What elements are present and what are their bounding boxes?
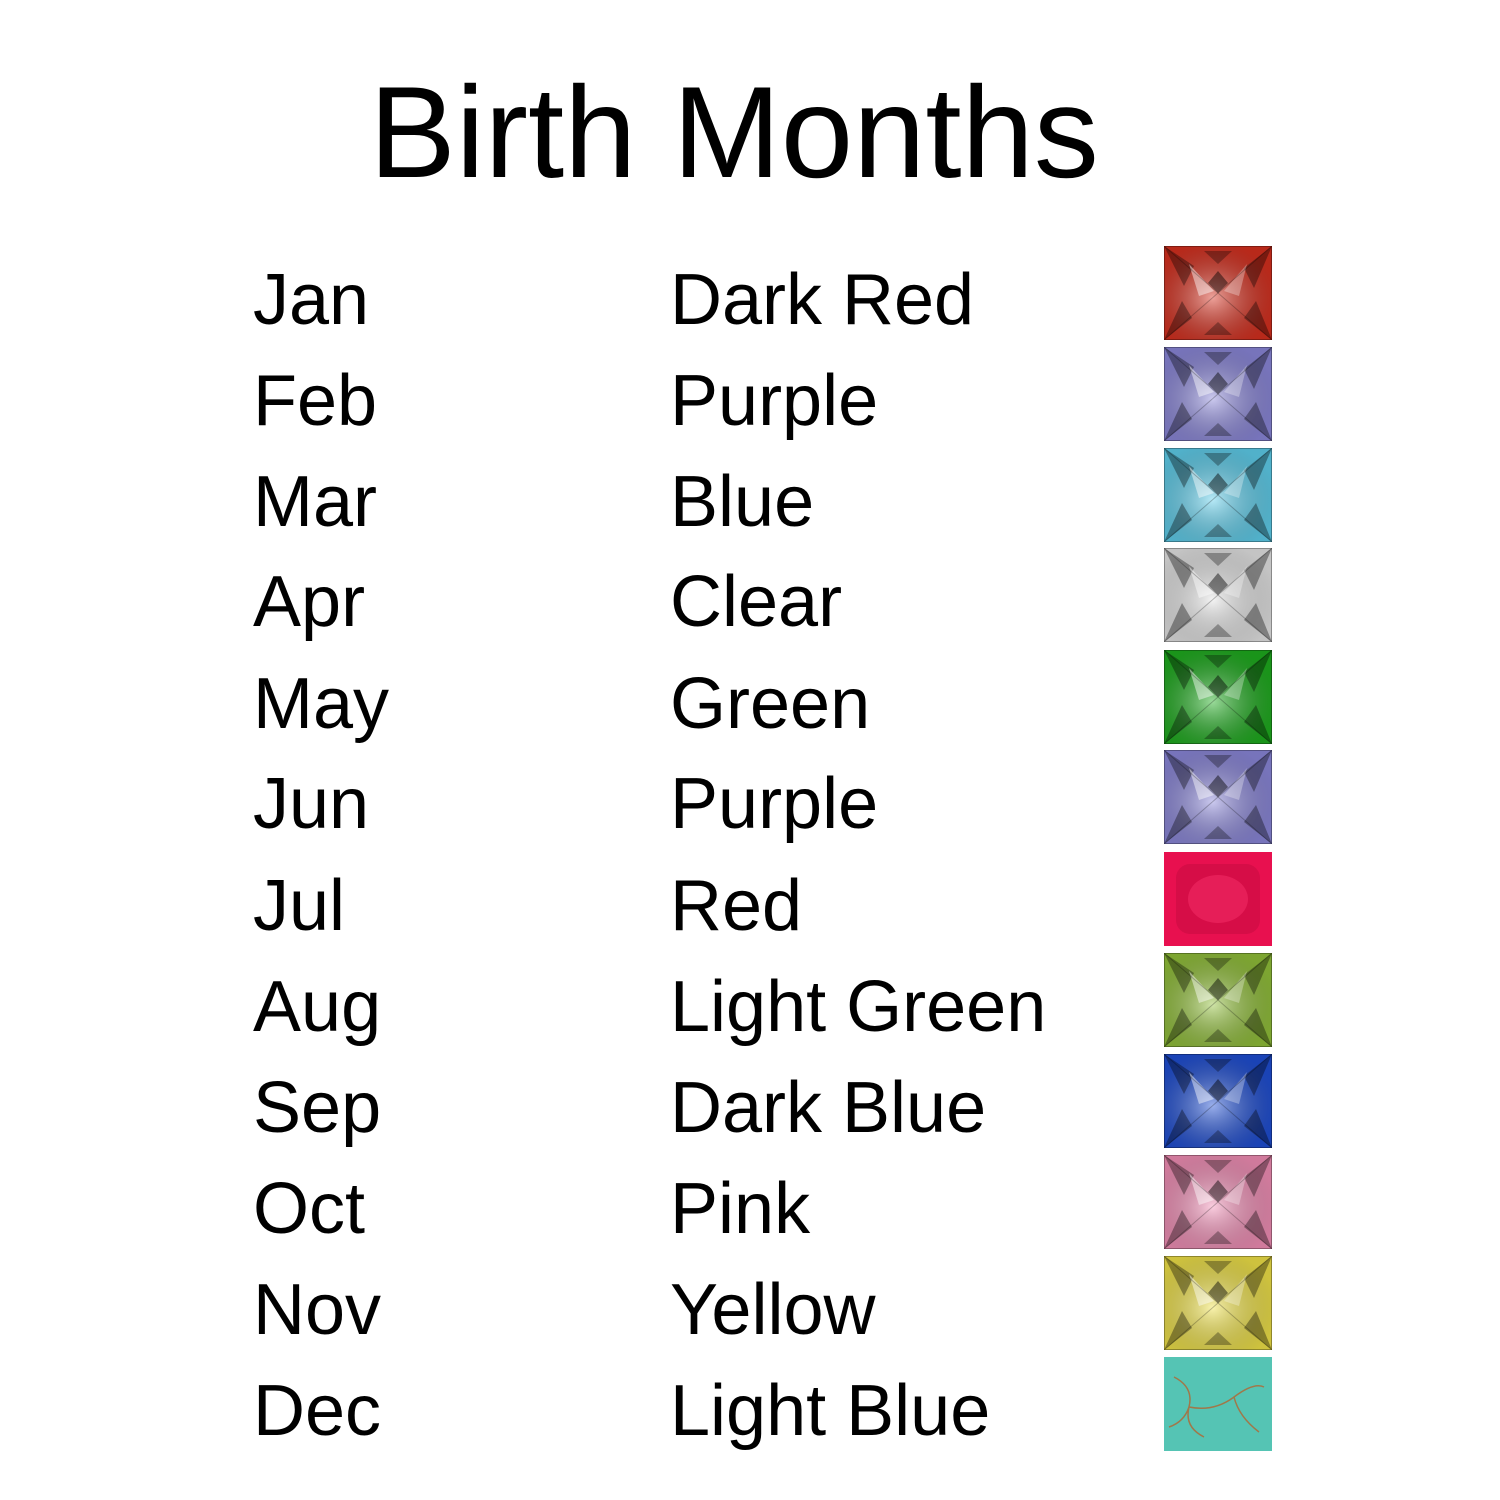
gemstone-image — [1164, 1054, 1272, 1148]
gemstone-image — [1164, 548, 1272, 642]
table-row: Jul Red — [0, 852, 1500, 952]
month-label: May — [253, 664, 390, 744]
month-label: Apr — [253, 562, 366, 642]
gemstone-image — [1164, 750, 1272, 844]
table-row: Jun Purple — [0, 750, 1500, 850]
color-label: Light Green — [670, 967, 1047, 1047]
color-label: Red — [670, 866, 803, 946]
color-label: Clear — [670, 562, 843, 642]
gemstone-image — [1164, 650, 1272, 744]
month-label: Oct — [253, 1169, 366, 1249]
month-label: Nov — [253, 1270, 382, 1350]
gemstone-image — [1164, 953, 1272, 1047]
page-title: Birth Months — [369, 59, 1099, 205]
table-row: Nov Yellow — [0, 1256, 1500, 1356]
month-label: Sep — [253, 1068, 382, 1148]
gemstone-swatch — [1164, 1155, 1272, 1249]
table-row: Jan Dark Red — [0, 246, 1500, 346]
table-row: May Green — [0, 650, 1500, 750]
color-label: Blue — [670, 462, 815, 542]
color-label: Purple — [670, 361, 879, 441]
gemstone-image — [1164, 1155, 1272, 1249]
color-label: Pink — [670, 1169, 811, 1249]
month-label: Jun — [253, 764, 370, 844]
gemstone-swatch — [1164, 1357, 1272, 1451]
gemstone-swatch — [1164, 246, 1272, 340]
color-label: Light Blue — [670, 1371, 991, 1451]
table-row: Apr Clear — [0, 548, 1500, 648]
gemstone-swatch — [1164, 852, 1272, 946]
gemstone-swatch — [1164, 1256, 1272, 1350]
gemstone-swatch — [1164, 1054, 1272, 1148]
gemstone-swatch — [1164, 650, 1272, 744]
gemstone-image — [1164, 246, 1272, 340]
month-label: Jul — [253, 866, 346, 946]
color-label: Dark Blue — [670, 1068, 987, 1148]
month-label: Mar — [253, 462, 377, 542]
gemstone-swatch — [1164, 347, 1272, 441]
table-row: Dec Light Blue — [0, 1357, 1500, 1457]
gemstone-swatch — [1164, 448, 1272, 542]
month-label: Jan — [253, 260, 370, 340]
gemstone-image — [1164, 1357, 1272, 1451]
table-row: Oct Pink — [0, 1155, 1500, 1255]
month-label: Dec — [253, 1371, 382, 1451]
gemstone-image — [1164, 448, 1272, 542]
gemstone-swatch — [1164, 548, 1272, 642]
table-row: Mar Blue — [0, 448, 1500, 548]
gemstone-swatch — [1164, 953, 1272, 1047]
color-label: Purple — [670, 764, 879, 844]
table-row: Aug Light Green — [0, 953, 1500, 1053]
color-label: Green — [670, 664, 871, 744]
month-label: Feb — [253, 361, 378, 441]
month-label: Aug — [253, 967, 382, 1047]
gemstone-swatch — [1164, 750, 1272, 844]
gemstone-image — [1164, 852, 1272, 946]
table-row: Sep Dark Blue — [0, 1054, 1500, 1154]
table-row: Feb Purple — [0, 347, 1500, 447]
color-label: Dark Red — [670, 260, 975, 340]
color-label: Yellow — [670, 1270, 876, 1350]
gemstone-image — [1164, 1256, 1272, 1350]
gemstone-image — [1164, 347, 1272, 441]
